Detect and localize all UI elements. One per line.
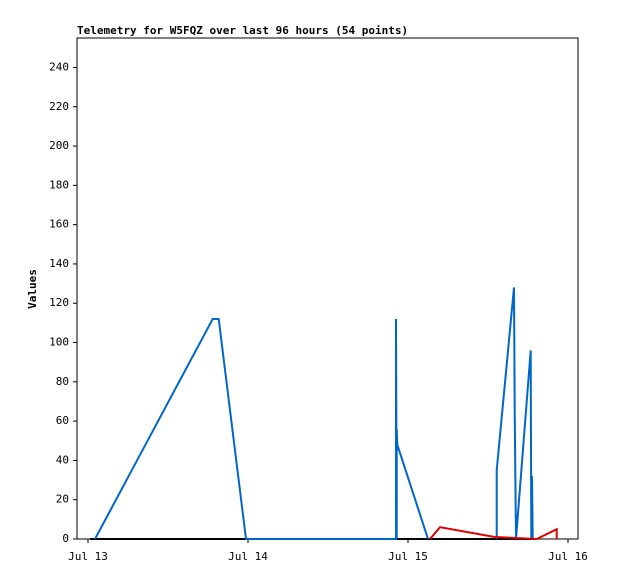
y-axis-label: Values	[26, 269, 39, 309]
y-tick-label: 60	[56, 414, 69, 427]
x-tick-label: Jul 15	[388, 550, 428, 563]
y-tick-label: 160	[49, 218, 69, 231]
chart-title: Telemetry for W5FQZ over last 96 hours (…	[77, 24, 408, 37]
y-tick-label: 100	[49, 336, 69, 349]
y-tick-label: 220	[49, 100, 69, 113]
y-tick-label: 20	[56, 493, 69, 506]
x-tick-label: Jul 16	[548, 550, 588, 563]
y-tick-label: 80	[56, 375, 69, 388]
y-tick-label: 0	[62, 532, 69, 545]
y-tick-label: 40	[56, 453, 69, 466]
series-line	[429, 526, 558, 541]
y-tick-label: 200	[49, 139, 69, 152]
x-tick-label: Jul 14	[228, 550, 268, 563]
plot-frame	[76, 37, 579, 540]
y-tick-label: 180	[49, 178, 69, 191]
y-tick-label: 140	[49, 257, 69, 270]
series-line	[94, 287, 534, 540]
x-tick-label: Jul 13	[68, 550, 108, 563]
y-tick-label: 120	[49, 296, 69, 309]
y-tick-label: 240	[49, 60, 69, 73]
